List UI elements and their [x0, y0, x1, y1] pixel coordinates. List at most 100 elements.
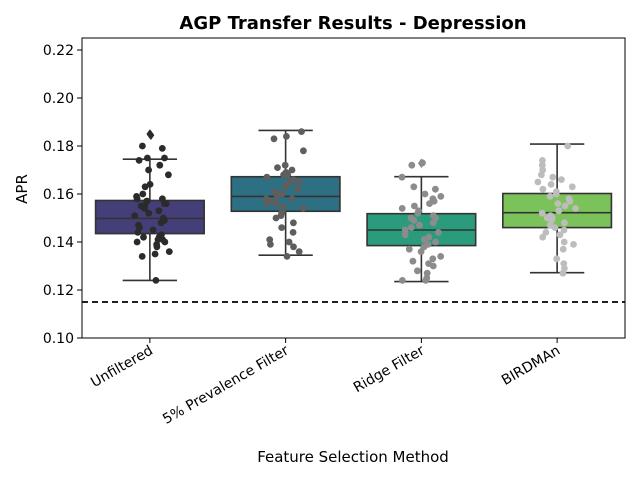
y-tick-label: 0.20: [43, 91, 74, 107]
y-axis-label: APR: [13, 174, 31, 204]
data-point: [539, 185, 547, 193]
data-point: [565, 195, 573, 203]
data-point: [278, 224, 286, 232]
data-point: [299, 205, 307, 212]
chart-title: AGP Transfer Results - Depression: [179, 13, 526, 34]
data-point: [289, 229, 297, 236]
data-point: [432, 238, 439, 246]
data-point: [282, 169, 290, 176]
data-point: [539, 157, 546, 164]
outlier-marker: [147, 130, 155, 141]
data-point: [547, 181, 555, 188]
data-point: [414, 267, 421, 275]
data-point: [570, 241, 577, 248]
data-point: [151, 250, 159, 258]
data-point: [139, 190, 147, 198]
data-point: [552, 188, 560, 196]
data-point: [158, 145, 166, 152]
data-point: [266, 236, 274, 244]
data-point: [143, 197, 151, 205]
data-point: [425, 233, 433, 241]
data-point: [135, 221, 142, 229]
data-point: [405, 245, 413, 253]
data-point: [564, 142, 572, 150]
data-point: [165, 171, 172, 179]
data-point: [425, 260, 432, 267]
data-point: [146, 181, 154, 188]
data-point: [429, 212, 437, 220]
data-point: [149, 226, 157, 234]
data-point: [401, 231, 409, 239]
data-point: [398, 173, 406, 181]
data-point: [138, 253, 146, 260]
data-point: [288, 166, 296, 174]
data-point: [279, 202, 287, 210]
iqr-box: [94, 199, 205, 235]
data-point: [270, 135, 278, 143]
data-point: [546, 193, 554, 200]
box-group-0: [94, 129, 205, 284]
data-point: [538, 209, 546, 217]
data-point: [165, 248, 173, 256]
y-tick-label: 0.14: [43, 235, 74, 251]
data-point: [415, 207, 422, 215]
y-tick-label: 0.22: [43, 43, 74, 59]
y-tick-label: 0.16: [43, 187, 74, 203]
data-point: [553, 255, 561, 263]
data-point: [437, 193, 445, 200]
data-point: [555, 207, 563, 215]
data-point: [271, 188, 278, 196]
data-point: [145, 209, 153, 217]
data-point: [298, 128, 305, 136]
box-group-1: [230, 128, 341, 260]
data-point: [558, 176, 565, 184]
data-point: [572, 205, 579, 212]
data-point: [437, 253, 445, 260]
data-point: [410, 183, 418, 191]
data-point: [547, 212, 554, 220]
data-point: [556, 231, 564, 239]
data-point: [295, 248, 303, 256]
data-point: [561, 202, 569, 210]
data-point: [279, 190, 286, 198]
plot-area: [82, 128, 625, 303]
data-point: [159, 195, 166, 203]
box-group-2: [366, 158, 477, 284]
data-point: [161, 154, 168, 162]
data-point: [560, 226, 568, 234]
data-point: [554, 200, 562, 208]
data-point: [416, 221, 423, 229]
data-point: [145, 166, 153, 174]
data-point: [159, 214, 167, 222]
data-point: [568, 183, 576, 191]
data-point: [300, 147, 307, 155]
data-point: [131, 212, 139, 220]
data-point: [398, 205, 406, 212]
data-point: [285, 238, 293, 246]
data-point: [263, 173, 271, 181]
data-point: [407, 214, 415, 222]
plot-frame: [81, 37, 626, 339]
data-point: [140, 233, 147, 241]
data-point: [144, 154, 151, 162]
data-point: [560, 238, 568, 246]
data-point: [549, 173, 557, 181]
data-point: [409, 257, 417, 265]
data-point: [429, 255, 437, 263]
data-point: [262, 195, 270, 203]
data-point: [559, 245, 567, 253]
data-point: [408, 161, 416, 169]
data-point: [429, 195, 437, 203]
data-point: [423, 269, 431, 277]
data-point: [435, 229, 442, 236]
data-point: [290, 219, 297, 227]
data-point: [133, 238, 141, 246]
data-point: [290, 176, 297, 184]
data-point: [539, 233, 547, 241]
data-point: [411, 202, 418, 210]
data-point: [399, 277, 406, 284]
data-point: [401, 226, 409, 234]
data-point: [407, 224, 415, 232]
